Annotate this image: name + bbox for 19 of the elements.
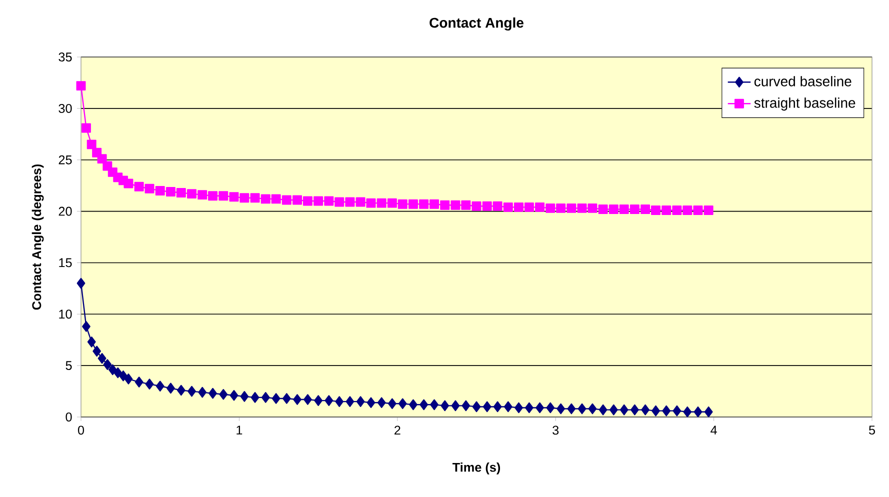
x-tick-label: 0 bbox=[78, 426, 84, 435]
x-axis-title: Time (s) bbox=[452, 462, 500, 474]
x-tick-label: 3 bbox=[552, 426, 559, 435]
y-tick-label: 15 bbox=[59, 258, 72, 268]
y-tick-label: 5 bbox=[66, 361, 72, 370]
x-tick-label: 5 bbox=[868, 426, 876, 435]
y-tick-label: 35 bbox=[58, 52, 72, 62]
legend-label: straight baseline bbox=[754, 98, 856, 111]
y-tick-label: 0 bbox=[66, 412, 72, 422]
legend-label: curved baseline bbox=[754, 76, 852, 86]
y-tick-label: 30 bbox=[58, 104, 72, 113]
y-tick-label: 20 bbox=[58, 206, 72, 216]
chart-title: Contact Angle bbox=[430, 17, 524, 31]
y-tick-label: 25 bbox=[58, 155, 72, 164]
x-tick-label: 4 bbox=[710, 426, 717, 434]
x-tick-label: 1 bbox=[236, 426, 242, 434]
y-axis-title: Contact Angle (degrees) bbox=[32, 164, 44, 310]
y-tick-label: 10 bbox=[59, 310, 72, 319]
x-tick-label: 2 bbox=[394, 426, 400, 435]
